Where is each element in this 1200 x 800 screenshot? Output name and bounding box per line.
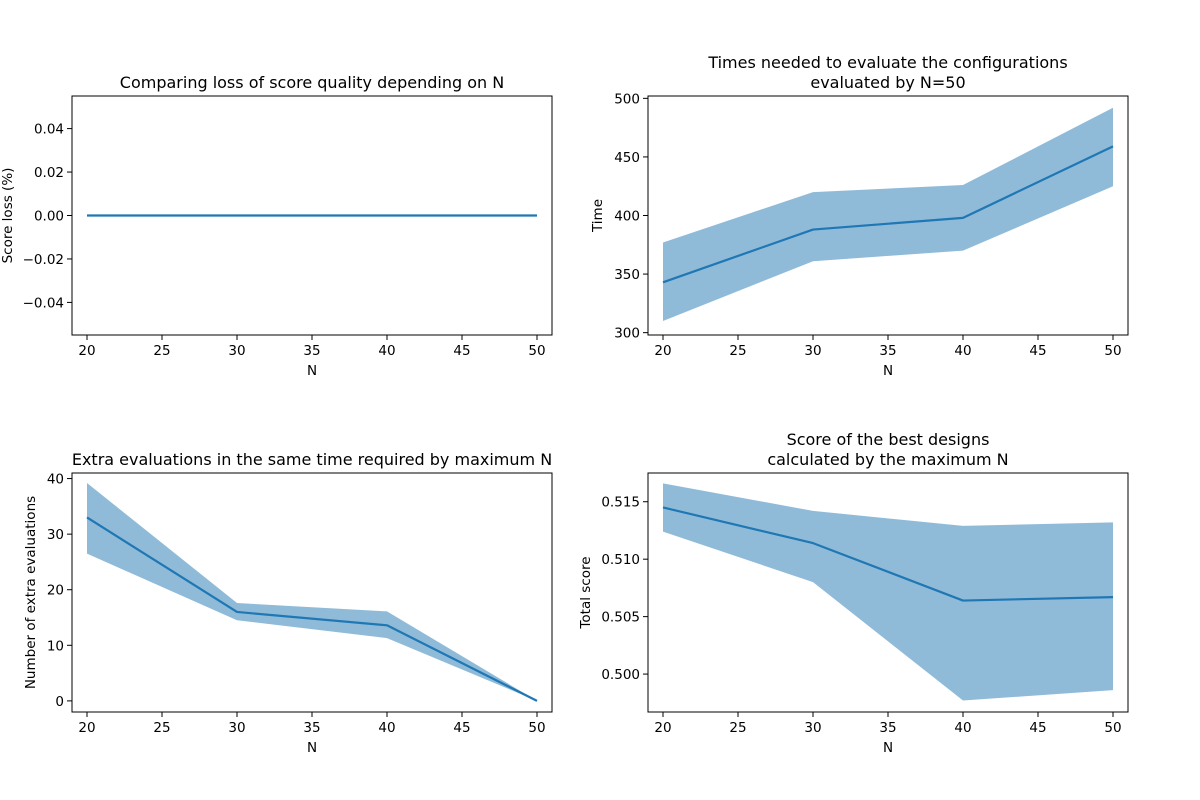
series-line (662, 506, 1114, 602)
y-tick-label: −0.02 (23, 252, 64, 268)
y-tick-label: 300 (614, 326, 640, 342)
x-tick-label: 30 (804, 343, 821, 359)
x-tick-label: 35 (303, 720, 320, 736)
x-tick-label: 25 (153, 343, 170, 359)
x-tick-label: 45 (1029, 720, 1046, 736)
y-tick-label: 0.510 (601, 552, 640, 568)
x-tick-label: 35 (303, 343, 320, 359)
x-axis-label: N (883, 740, 893, 756)
y-tick-label: 0.02 (34, 165, 64, 181)
x-axis-label: N (307, 363, 317, 379)
y-tick-label: 350 (614, 267, 640, 283)
x-tick-label: 45 (1029, 343, 1046, 359)
y-axis-label: Score loss (%) (0, 168, 16, 264)
chart-title: evaluated by N=50 (810, 73, 965, 92)
x-tick-label: 25 (153, 720, 170, 736)
x-tick-label: 20 (78, 343, 95, 359)
x-axis-label: N (883, 363, 893, 379)
x-tick-label: 25 (729, 343, 746, 359)
y-tick-label: 0.515 (601, 495, 640, 511)
subplot-2: 20 25 30 35 40 45 50 300 350 400 450 500 N Time Times … (590, 53, 1129, 379)
y-tick-label: 450 (614, 150, 640, 166)
series-line (86, 516, 538, 702)
x-tick-label: 40 (954, 343, 971, 359)
subplot-3: 20 25 30 35 40 45 50 0 10 20 30 40 N Number of extra … (23, 450, 553, 756)
x-tick-label: 30 (228, 343, 245, 359)
confidence-band (87, 483, 537, 701)
y-tick-label: 0.04 (34, 122, 64, 138)
x-tick-label: 50 (1104, 720, 1121, 736)
y-tick-label: 400 (614, 209, 640, 225)
x-tick-label: 45 (453, 343, 470, 359)
x-tick-label: 35 (879, 720, 896, 736)
subplot-4: 20 25 30 35 40 45 50 0.500 0.505 0.510 0.515 N Total… (578, 430, 1129, 756)
y-tick-label: 10 (47, 638, 64, 654)
x-tick-label: 30 (228, 720, 245, 736)
x-tick-label: 50 (528, 343, 545, 359)
chart-title: Times needed to evaluate the configurati… (707, 53, 1067, 72)
y-tick-label: 20 (47, 583, 64, 599)
x-tick-label: 45 (453, 720, 470, 736)
y-axis-label: Time (590, 199, 606, 233)
chart-title: Extra evaluations in the same time requi… (72, 450, 552, 469)
x-tick-label: 20 (78, 720, 95, 736)
chart-title: Comparing loss of score quality dependin… (120, 73, 504, 92)
x-tick-label: 20 (654, 343, 671, 359)
y-tick-label: 0.00 (34, 209, 64, 225)
y-axis-label: Total score (578, 556, 594, 629)
x-tick-label: 40 (378, 720, 395, 736)
confidence-band (663, 483, 1113, 701)
chart-title: calculated by the maximum N (767, 450, 1008, 469)
y-tick-label: 0 (55, 694, 64, 710)
x-tick-label: 40 (378, 343, 395, 359)
y-tick-label: 500 (614, 91, 640, 107)
x-tick-label: 30 (804, 720, 821, 736)
chart-title: Score of the best designs (787, 430, 990, 449)
y-tick-label: −0.04 (23, 295, 64, 311)
x-tick-label: 40 (954, 720, 971, 736)
x-tick-label: 35 (879, 343, 896, 359)
y-tick-label: 0.505 (601, 610, 640, 626)
subplot-1: 20 25 30 35 40 45 50 −0.04 −0.02 0.00 0.02 0.04 N Sco… (0, 73, 553, 379)
y-tick-label: 30 (47, 527, 64, 543)
x-tick-label: 20 (654, 720, 671, 736)
y-axis-label: Number of extra evaluations (23, 496, 39, 689)
x-tick-label: 25 (729, 720, 746, 736)
x-axis-label: N (307, 740, 317, 756)
x-tick-label: 50 (1104, 343, 1121, 359)
y-tick-label: 40 (47, 472, 64, 488)
series-line (662, 145, 1114, 284)
x-tick-label: 50 (528, 720, 545, 736)
y-tick-label: 0.500 (601, 667, 640, 683)
confidence-band (663, 107, 1113, 321)
